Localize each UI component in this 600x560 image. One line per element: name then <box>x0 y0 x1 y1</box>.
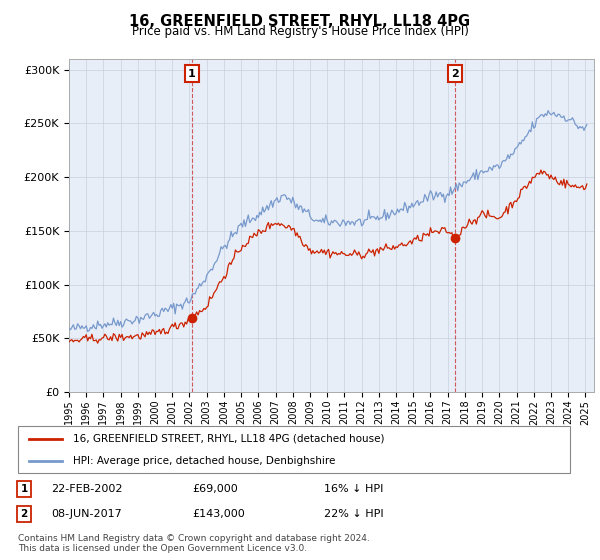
Text: 1: 1 <box>20 484 28 494</box>
Text: Price paid vs. HM Land Registry's House Price Index (HPI): Price paid vs. HM Land Registry's House … <box>131 25 469 38</box>
FancyBboxPatch shape <box>18 426 570 473</box>
Text: 16, GREENFIELD STREET, RHYL, LL18 4PG: 16, GREENFIELD STREET, RHYL, LL18 4PG <box>130 14 470 29</box>
Text: 22-FEB-2002: 22-FEB-2002 <box>51 484 122 494</box>
Text: £143,000: £143,000 <box>192 509 245 519</box>
Text: 1: 1 <box>188 69 196 79</box>
Text: 2: 2 <box>451 69 459 79</box>
Text: HPI: Average price, detached house, Denbighshire: HPI: Average price, detached house, Denb… <box>73 456 335 466</box>
Text: 16, GREENFIELD STREET, RHYL, LL18 4PG (detached house): 16, GREENFIELD STREET, RHYL, LL18 4PG (d… <box>73 434 385 444</box>
Text: 16% ↓ HPI: 16% ↓ HPI <box>324 484 383 494</box>
Text: 22% ↓ HPI: 22% ↓ HPI <box>324 509 383 519</box>
Text: £69,000: £69,000 <box>192 484 238 494</box>
Text: 2: 2 <box>20 509 28 519</box>
Text: Contains HM Land Registry data © Crown copyright and database right 2024.
This d: Contains HM Land Registry data © Crown c… <box>18 534 370 553</box>
Text: 08-JUN-2017: 08-JUN-2017 <box>51 509 122 519</box>
